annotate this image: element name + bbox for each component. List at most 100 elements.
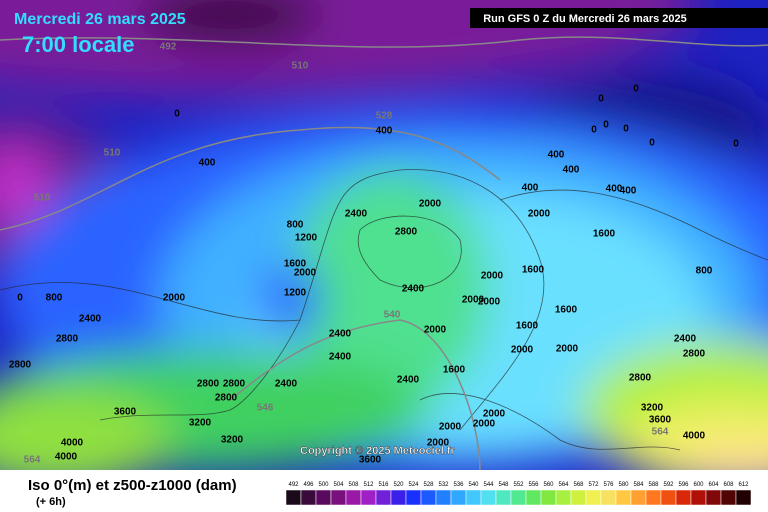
contour-label: 1600: [443, 365, 466, 376]
contour-label: 3600: [114, 407, 137, 418]
colorbar-label: 504: [333, 482, 344, 488]
colorbar-label: 536: [453, 482, 464, 488]
colorbar-swatch: [690, 489, 707, 506]
contour-label: 2000: [462, 295, 485, 306]
colorbar: 492 496 500 504 508 512 516 520 524 528 532 536 540 5…: [285, 482, 752, 506]
colorbar-label: 512: [363, 482, 374, 488]
colorbar-label: 500: [318, 482, 329, 488]
contour-label: 2000: [439, 422, 462, 433]
colorbar-label: 608: [723, 482, 734, 488]
colorbar-swatch: [315, 489, 332, 506]
contour-label: 510: [292, 61, 309, 72]
colorbar-label: 520: [393, 482, 404, 488]
contour-label: 1600: [284, 259, 307, 270]
contour-label: 400: [199, 158, 216, 169]
run-banner: [470, 8, 768, 28]
colorbar-label: 532: [438, 482, 449, 488]
colorbar-swatch: [480, 489, 497, 506]
date: Mercredi 26 mars 2025: [14, 11, 186, 28]
colorbar-swatch: [630, 489, 647, 506]
colorbar-swatch: [600, 489, 617, 506]
contour-label: 2000: [478, 297, 501, 308]
contour-label: 4000: [61, 438, 84, 449]
colorbar-swatch: [555, 489, 572, 506]
contour-label: 2400: [329, 329, 352, 340]
contour-label: 400: [522, 183, 539, 194]
contour-label: 2400: [674, 334, 697, 345]
colorbar-label: 588: [648, 482, 659, 488]
colorbar-label: 584: [633, 482, 644, 488]
colorbar-swatch: [570, 489, 587, 506]
colorbar-label: 540: [468, 482, 479, 488]
colorbar-swatch: [465, 489, 482, 506]
contour-label: 510: [104, 148, 121, 159]
colorbar-swatch: [585, 489, 602, 506]
colorbar-label: 528: [423, 482, 434, 488]
contour-label: 0: [623, 124, 629, 135]
colorbar-swatch: [645, 489, 662, 506]
contour-label: 540: [384, 310, 401, 321]
contour-label: 1600: [593, 229, 616, 240]
colorbar-label: 612: [738, 482, 749, 488]
colorbar-label: 560: [543, 482, 554, 488]
contour-label: 2800: [395, 227, 418, 238]
contour-label: 0: [603, 120, 609, 131]
colorbar-swatch: [705, 489, 722, 506]
contour-label: 2800: [197, 379, 220, 390]
contour-label: 2000: [483, 409, 506, 420]
colorbar-label: 596: [678, 482, 689, 488]
contour-label: 2800: [9, 360, 32, 371]
contour-label: 564: [652, 427, 669, 438]
contour-label: 3200: [189, 418, 212, 429]
contour-label: 2000: [294, 268, 317, 279]
contour-label: 546: [257, 403, 274, 414]
colorbar-label: 524: [408, 482, 419, 488]
contour-label: 2000: [424, 325, 447, 336]
contour-label: 2800: [56, 334, 79, 345]
forecast-step: (+ 6h): [36, 496, 66, 508]
contour-label: 0: [649, 138, 655, 149]
color-field: [0, 0, 768, 470]
contour-label: 492: [160, 42, 177, 53]
contour-label: 0: [17, 293, 23, 304]
contour-label: 2000: [163, 293, 186, 304]
contour-label: 3600: [649, 415, 672, 426]
colorbar-label: 564: [558, 482, 569, 488]
colorbar-label: 576: [603, 482, 614, 488]
contours: [0, 169, 768, 451]
contour-label: 2400: [397, 375, 420, 386]
colorbar-swatch: [390, 489, 407, 506]
colorbar-label: 492: [288, 482, 299, 488]
colorbar-swatch: [375, 489, 392, 506]
contour-label: 1200: [295, 233, 318, 244]
colorbar-swatch: [330, 489, 347, 506]
colorbar-swatch: [345, 489, 362, 506]
contour-label: 510: [34, 193, 51, 204]
colorbar-swatch: [360, 489, 377, 506]
colorbar-swatch: [615, 489, 632, 506]
contour-label: 2000: [511, 345, 534, 356]
contour-label: 2400: [402, 284, 425, 295]
contour-label: 0: [174, 109, 180, 120]
time: 7:00 locale: [22, 32, 135, 57]
colorbar-swatch: [540, 489, 557, 506]
contour-label: 2400: [275, 379, 298, 390]
contour-label: 2800: [223, 379, 246, 390]
contour-label: 2800: [629, 373, 652, 384]
contour-label: 0: [633, 84, 639, 95]
contour-label: 0: [598, 94, 604, 105]
colorbar-label: 604: [708, 482, 719, 488]
contour-label: 2400: [345, 209, 368, 220]
contour-label: 2000: [419, 199, 442, 210]
colorbar-swatch: [495, 489, 512, 506]
colorbar-label: 516: [378, 482, 389, 488]
contour-label: 400: [563, 165, 580, 176]
contour-label: 2000: [427, 438, 450, 449]
contour-label: 3200: [221, 435, 244, 446]
colorbar-label: 544: [483, 482, 494, 488]
contour-label: 1600: [516, 321, 539, 332]
contour-label: 1600: [555, 305, 578, 316]
